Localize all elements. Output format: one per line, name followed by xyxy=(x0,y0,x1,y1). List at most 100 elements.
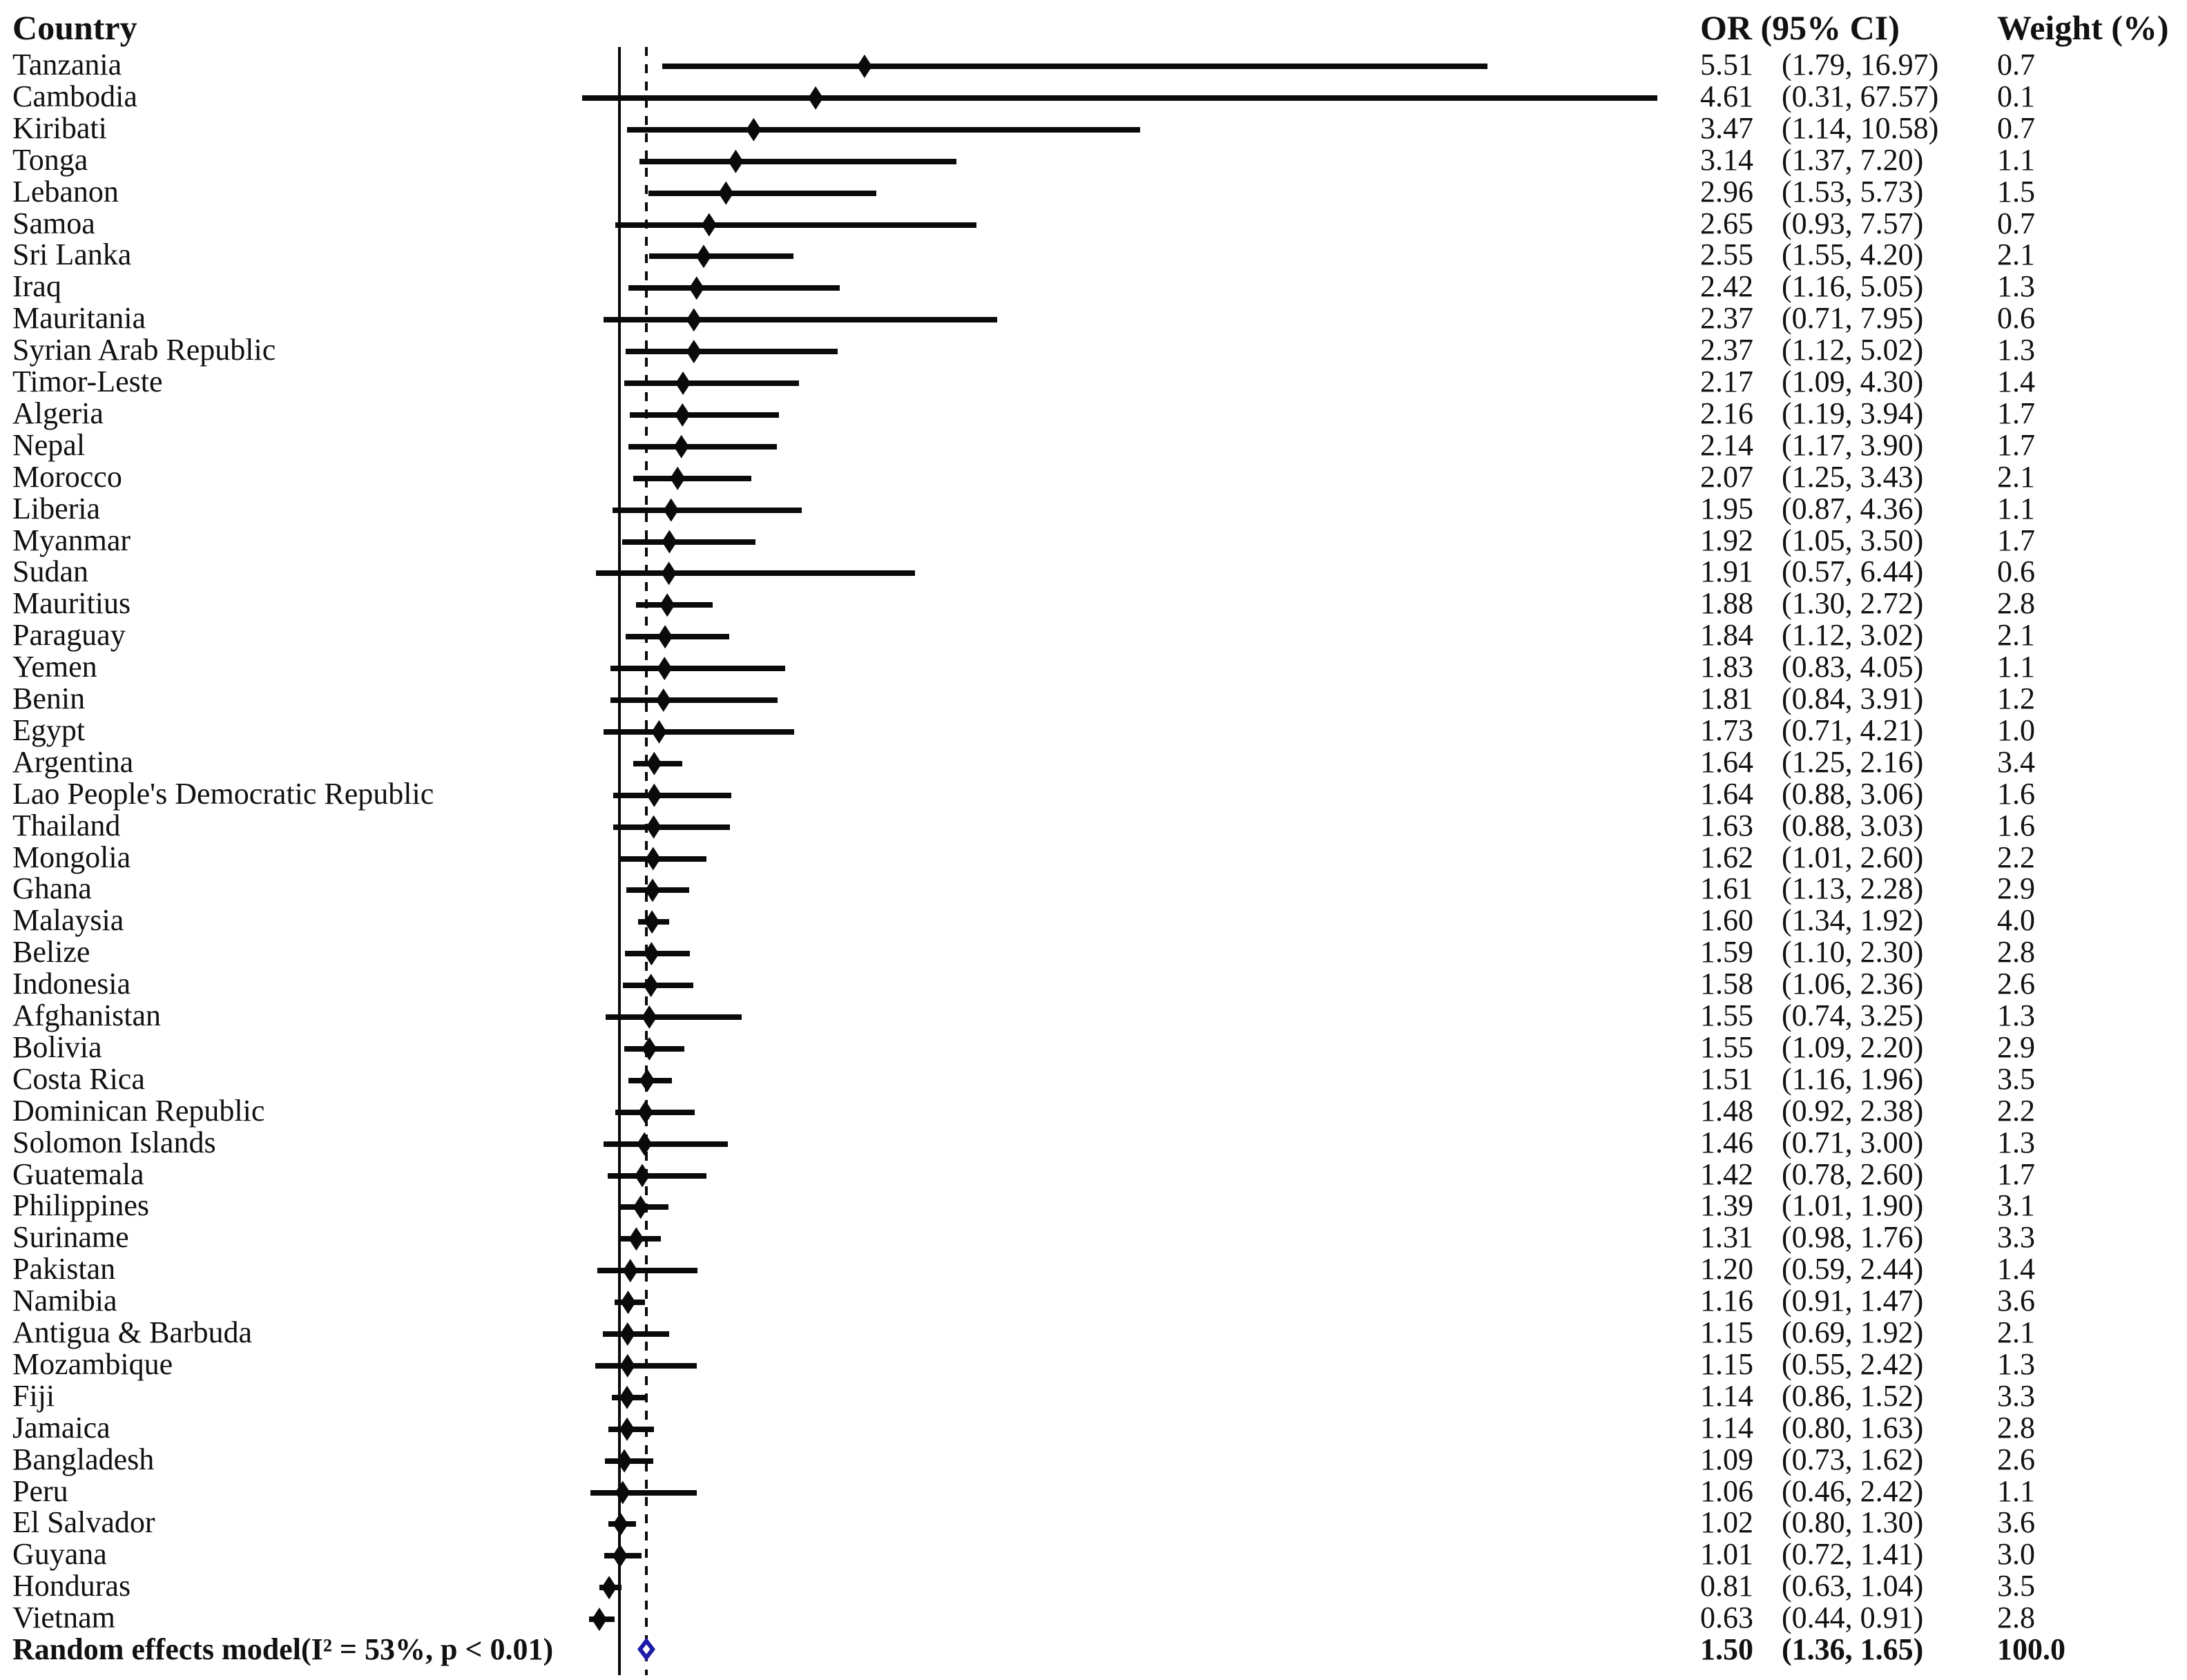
or-value: 1.01 xyxy=(1700,1537,1753,1572)
or-value: 2.96 xyxy=(1700,174,1753,209)
or-diamond xyxy=(657,625,673,649)
ci-line xyxy=(662,64,1487,69)
ci-line xyxy=(597,1268,698,1274)
or-diamond xyxy=(657,657,673,681)
weight-value: 2.2 xyxy=(1997,840,2035,874)
ci-value: (0.78, 2.60) xyxy=(1782,1157,1924,1191)
country-label: Benin xyxy=(12,682,86,716)
weight-value: 2.1 xyxy=(1997,1315,2035,1350)
ci-line xyxy=(590,1489,697,1496)
weight-value: 1.1 xyxy=(1997,650,2035,684)
ci-line xyxy=(628,443,778,450)
country-label: Antigua & Barbuda xyxy=(12,1315,253,1350)
country-label: Samoa xyxy=(12,206,95,240)
ci-line xyxy=(627,126,1140,133)
or-diamond xyxy=(688,276,704,300)
or-value: 1.73 xyxy=(1700,713,1753,748)
country-label: Bolivia xyxy=(12,1030,102,1065)
or-value: 1.55 xyxy=(1700,1030,1753,1065)
country-label: Tonga xyxy=(12,142,88,177)
or-value: 2.17 xyxy=(1700,365,1753,399)
ci-value: (1.05, 3.50) xyxy=(1782,523,1924,557)
ci-value: (0.31, 67.57) xyxy=(1782,79,1939,114)
ci-value: (0.93, 7.57) xyxy=(1782,206,1924,240)
ci-value: (1.37, 7.20) xyxy=(1782,142,1924,177)
or-diamond xyxy=(675,403,691,427)
country-label: Jamaica xyxy=(12,1410,110,1445)
weight-value: 2.8 xyxy=(1997,1601,2035,1635)
or-value: 2.07 xyxy=(1700,459,1753,494)
weight-value: 3.1 xyxy=(1997,1188,2035,1223)
or-value: 1.88 xyxy=(1700,586,1753,621)
weight-value: 1.1 xyxy=(1997,491,2035,525)
country-label: Suriname xyxy=(12,1220,129,1255)
weight-value: 2.6 xyxy=(1997,1442,2035,1476)
country-label: Iraq xyxy=(12,269,61,304)
or-value: 3.47 xyxy=(1700,111,1753,146)
or-diamond xyxy=(644,910,660,934)
ci-line xyxy=(619,856,706,862)
weight-value: 1.3 xyxy=(1997,1125,2035,1159)
ci-line xyxy=(649,253,793,260)
ci-value: (0.83, 4.05) xyxy=(1782,650,1924,684)
ci-value: (1.79, 16.97) xyxy=(1782,48,1939,82)
country-label: Pakistan xyxy=(12,1252,116,1286)
weight-value: 1.3 xyxy=(1997,269,2035,304)
ci-value: (1.53, 5.73) xyxy=(1782,174,1924,209)
or-diamond xyxy=(612,1544,628,1568)
or-diamond xyxy=(637,1132,653,1156)
or-value: 4.61 xyxy=(1700,79,1753,114)
or-diamond xyxy=(728,149,744,173)
country-label: Sudan xyxy=(12,554,88,589)
or-value: 1.31 xyxy=(1700,1220,1753,1255)
country-label: Belize xyxy=(12,935,90,969)
weight-value: 3.0 xyxy=(1997,1537,2035,1572)
country-label: Fiji xyxy=(12,1379,55,1413)
weight-value: 1.7 xyxy=(1997,1157,2035,1191)
ci-value: (0.57, 6.44) xyxy=(1782,554,1924,589)
or-value: 1.64 xyxy=(1700,776,1753,811)
or-diamond xyxy=(601,1576,617,1600)
or-diamond xyxy=(663,498,679,522)
weight-value: 0.6 xyxy=(1997,301,2035,336)
ci-line xyxy=(615,222,977,228)
or-value: 1.15 xyxy=(1700,1315,1753,1350)
summary-label: Random effects model(I² = 53%, p < 0.01) xyxy=(12,1632,554,1667)
ci-value: (1.10, 2.30) xyxy=(1782,935,1924,969)
ci-line xyxy=(612,507,802,513)
or-diamond xyxy=(675,371,691,395)
weight-value: 3.4 xyxy=(1997,745,2035,780)
ci-line xyxy=(615,1109,695,1115)
weight-value: 1.3 xyxy=(1997,998,2035,1033)
or-value: 2.14 xyxy=(1700,428,1753,463)
weight-value: 2.8 xyxy=(1997,1410,2035,1445)
or-diamond xyxy=(856,55,872,78)
summary-ci-value: (1.36, 1.65) xyxy=(1782,1632,1924,1667)
or-diamond xyxy=(670,466,686,490)
or-value: 1.83 xyxy=(1700,650,1753,684)
or-value: 1.39 xyxy=(1700,1188,1753,1223)
country-label: Mozambique xyxy=(12,1347,173,1382)
ci-line xyxy=(604,728,794,735)
ci-line xyxy=(626,634,729,640)
country-label: Mauritius xyxy=(12,586,131,621)
ci-value: (0.98, 1.76) xyxy=(1782,1220,1924,1255)
or-diamond xyxy=(619,1417,635,1441)
country-label: Lao People's Democratic Republic xyxy=(12,776,434,811)
ci-value: (0.84, 3.91) xyxy=(1782,682,1924,716)
or-value: 1.91 xyxy=(1700,554,1753,589)
ci-line xyxy=(613,792,732,798)
reference-line-or-1 xyxy=(618,47,621,1675)
ci-value: (0.74, 3.25) xyxy=(1782,998,1924,1033)
ci-value: (0.92, 2.38) xyxy=(1782,1093,1924,1128)
or-diamond xyxy=(591,1607,607,1632)
or-value: 1.61 xyxy=(1700,871,1753,906)
ci-line xyxy=(607,1172,706,1179)
or-value: 2.37 xyxy=(1700,301,1753,336)
or-value: 1.42 xyxy=(1700,1157,1753,1191)
or-value: 1.60 xyxy=(1700,903,1753,938)
ci-value: (1.09, 2.20) xyxy=(1782,1030,1924,1065)
or-value: 2.65 xyxy=(1700,206,1753,240)
ci-value: (1.01, 2.60) xyxy=(1782,840,1924,874)
or-diamond xyxy=(646,815,662,839)
